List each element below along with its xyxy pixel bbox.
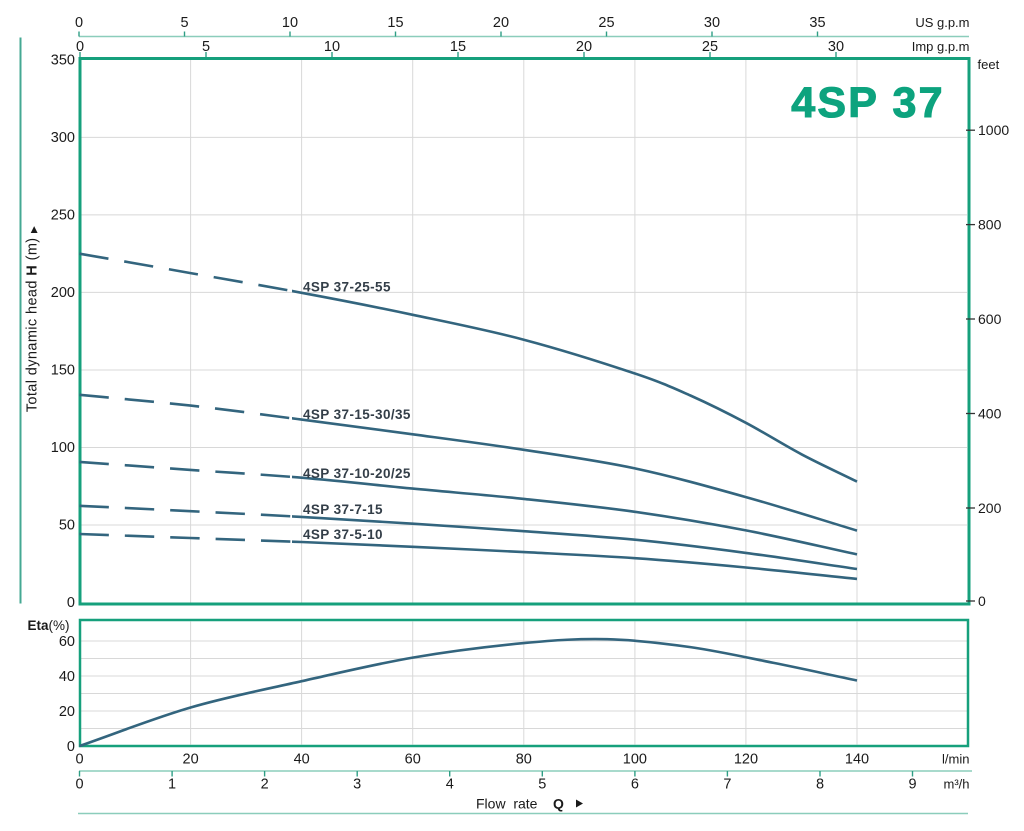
svg-text:40: 40 [294, 752, 310, 768]
svg-text:0: 0 [75, 777, 83, 793]
svg-text:40: 40 [59, 669, 75, 685]
svg-text:140: 140 [845, 752, 869, 768]
svg-text:m³/h: m³/h [944, 777, 970, 792]
svg-text:Total dynamic head H (m) ▶: Total dynamic head H (m) ▶ [25, 226, 41, 413]
svg-text:100: 100 [623, 752, 647, 768]
svg-text:0: 0 [75, 752, 83, 768]
svg-text:Eta(%): Eta(%) [28, 618, 70, 633]
svg-text:4: 4 [446, 777, 454, 793]
svg-text:0: 0 [67, 595, 75, 611]
svg-text:0: 0 [76, 39, 84, 55]
svg-text:20: 20 [493, 15, 509, 31]
svg-text:10: 10 [324, 39, 340, 55]
svg-text:4SP 37-15-30/35: 4SP 37-15-30/35 [303, 407, 411, 422]
svg-text:l/min: l/min [942, 752, 969, 767]
svg-text:Imp g.p.m: Imp g.p.m [912, 39, 970, 54]
svg-text:Flow rate Q: Flow rate Q [476, 796, 564, 812]
svg-text:5: 5 [202, 39, 210, 55]
svg-text:15: 15 [387, 15, 403, 31]
svg-text:150: 150 [51, 362, 75, 378]
svg-text:7: 7 [723, 777, 731, 793]
svg-text:3: 3 [353, 777, 361, 793]
svg-text:800: 800 [978, 217, 1002, 233]
svg-text:300: 300 [51, 130, 75, 146]
svg-text:0: 0 [75, 15, 83, 31]
svg-text:60: 60 [59, 634, 75, 650]
svg-text:20: 20 [59, 704, 75, 720]
svg-text:9: 9 [909, 777, 917, 793]
svg-text:400: 400 [978, 406, 1002, 422]
svg-text:200: 200 [978, 500, 1002, 516]
svg-text:5: 5 [538, 777, 546, 793]
svg-text:4SP 37-10-20/25: 4SP 37-10-20/25 [303, 466, 411, 481]
svg-text:1: 1 [168, 777, 176, 793]
svg-text:25: 25 [598, 15, 614, 31]
svg-text:60: 60 [405, 752, 421, 768]
svg-text:20: 20 [576, 39, 592, 55]
svg-text:30: 30 [828, 39, 844, 55]
svg-text:US g.p.m: US g.p.m [915, 15, 969, 30]
svg-text:600: 600 [978, 311, 1002, 327]
svg-text:4SP 37-25-55: 4SP 37-25-55 [303, 280, 391, 295]
svg-text:4SP 37: 4SP 37 [791, 79, 944, 127]
svg-text:20: 20 [183, 752, 199, 768]
svg-text:250: 250 [51, 207, 75, 223]
svg-text:0: 0 [978, 593, 986, 609]
svg-text:6: 6 [631, 777, 639, 793]
svg-text:120: 120 [734, 752, 758, 768]
svg-text:200: 200 [51, 285, 75, 301]
svg-text:80: 80 [516, 752, 532, 768]
svg-text:0: 0 [67, 739, 75, 755]
svg-text:8: 8 [816, 777, 824, 793]
svg-text:50: 50 [59, 517, 75, 533]
svg-text:2: 2 [261, 777, 269, 793]
svg-text:15: 15 [450, 39, 466, 55]
svg-text:100: 100 [51, 440, 75, 456]
svg-text:35: 35 [809, 15, 825, 31]
svg-text:5: 5 [180, 15, 188, 31]
svg-text:350: 350 [51, 52, 75, 68]
svg-text:feet: feet [978, 57, 1000, 72]
svg-text:25: 25 [702, 39, 718, 55]
svg-text:4SP 37-5-10: 4SP 37-5-10 [303, 527, 383, 542]
svg-text:30: 30 [704, 15, 720, 31]
svg-text:1000: 1000 [978, 122, 1009, 138]
svg-text:4SP 37-7-15: 4SP 37-7-15 [303, 502, 383, 517]
svg-text:10: 10 [282, 15, 298, 31]
